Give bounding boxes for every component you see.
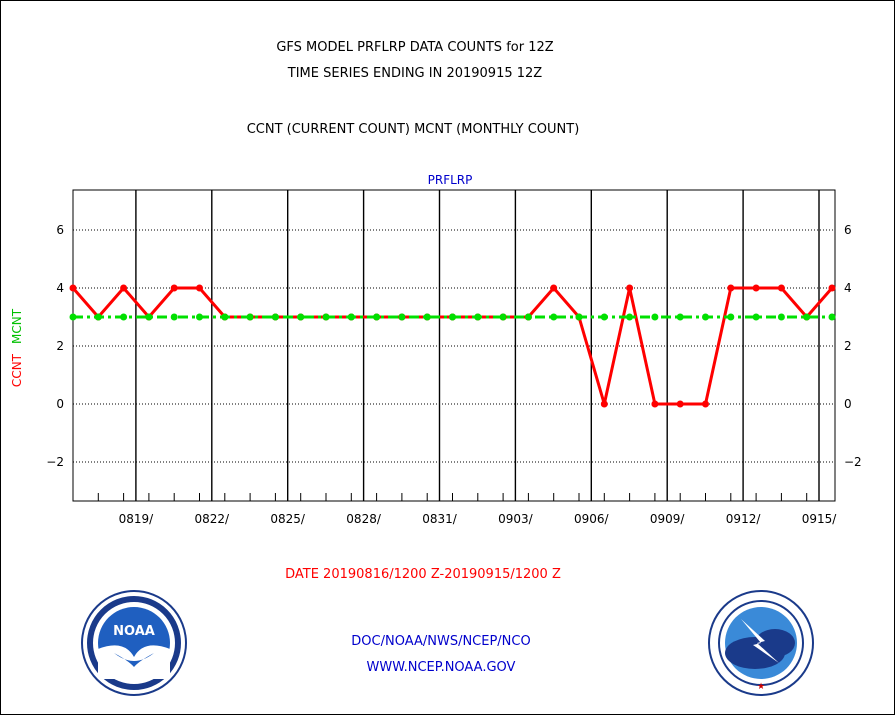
- data-point-mcnt: [777, 313, 785, 321]
- data-point-mcnt: [373, 313, 381, 321]
- data-point-mcnt: [221, 313, 229, 321]
- title-line1: GFS MODEL PRFLRP DATA COUNTS for 12Z: [276, 40, 553, 55]
- x-tick-label: 0909/: [650, 512, 686, 526]
- x-tick-label: 0828/: [346, 512, 382, 526]
- x-tick-label: 0831/: [422, 512, 458, 526]
- data-point-mcnt: [803, 313, 811, 321]
- data-point-mcnt: [449, 313, 456, 321]
- x-tick-label: 0906/: [574, 512, 610, 526]
- data-point-mcnt: [170, 313, 178, 321]
- y-tick-label-right: 2: [844, 339, 852, 353]
- x-tick-label: 0912/: [726, 512, 762, 526]
- data-point-mcnt: [524, 313, 532, 321]
- data-point-mcnt: [676, 313, 684, 321]
- data-point-mcnt: [752, 313, 760, 321]
- data-point-mcnt: [322, 313, 330, 321]
- data-point-ccnt: [69, 284, 77, 292]
- data-point-ccnt: [651, 400, 659, 408]
- date-range: DATE 20190816/1200 Z-20190915/1200 Z: [285, 567, 561, 582]
- data-point-ccnt: [727, 284, 735, 292]
- data-point-mcnt: [145, 313, 153, 321]
- y-tick-label-right: −2: [844, 455, 862, 469]
- data-point-mcnt: [702, 313, 709, 321]
- chart-title: PRFLRP: [428, 173, 473, 187]
- ylabel-group: CCNT MCNT: [10, 308, 24, 387]
- x-tick-label: 0819/: [119, 512, 155, 526]
- ylabel-mcnt: MCNT: [10, 308, 24, 344]
- data-point-mcnt: [246, 313, 254, 321]
- data-point-mcnt: [347, 313, 355, 321]
- data-point-mcnt: [600, 313, 608, 321]
- data-point-mcnt: [474, 313, 482, 321]
- nws-logo: ★: [708, 590, 814, 696]
- nws-star-icon: ★: [757, 682, 765, 692]
- data-point-mcnt: [69, 313, 77, 321]
- y-tick-label-right: 0: [844, 397, 852, 411]
- x-tick-label: 0915/: [802, 512, 838, 526]
- data-point-ccnt: [626, 284, 634, 292]
- data-point-mcnt: [196, 313, 203, 321]
- y-tick-label-right: 4: [844, 281, 852, 295]
- data-point-mcnt: [575, 313, 583, 321]
- data-point-mcnt: [120, 313, 128, 321]
- noaa-logo-text: NOAA: [113, 624, 155, 639]
- series-layer: [69, 284, 836, 408]
- org-text: DOC/NOAA/NWS/NCEP/NCO: [351, 634, 530, 649]
- data-point-mcnt: [651, 313, 659, 321]
- data-point-mcnt: [94, 313, 102, 321]
- y-tick-label-right: 6: [844, 223, 852, 237]
- data-point-mcnt: [423, 313, 431, 321]
- data-point-ccnt: [600, 400, 608, 408]
- axis-layer: −2 −2 0 0 2 2 4 4 6 6 0819/0822/0825/0828/0831/090…: [46, 223, 861, 526]
- data-point-ccnt: [752, 284, 760, 292]
- data-point-mcnt: [727, 313, 735, 321]
- y-tick-label-left: 2: [56, 339, 64, 353]
- data-point-ccnt: [702, 400, 709, 408]
- data-point-mcnt: [499, 313, 507, 321]
- y-axis-legend: CCNT MCNT: [10, 308, 24, 387]
- data-point-ccnt: [777, 284, 785, 292]
- data-point-ccnt: [196, 284, 203, 292]
- data-point-ccnt: [550, 284, 558, 292]
- y-tick-label-left: 6: [56, 223, 64, 237]
- data-point-ccnt: [676, 400, 684, 408]
- url-link[interactable]: WWW.NCEP.NOAA.GOV: [367, 660, 516, 675]
- x-tick-label: 0903/: [498, 512, 534, 526]
- data-point-mcnt: [271, 313, 279, 321]
- title-line2: TIME SERIES ENDING IN 20190915 12Z: [287, 66, 543, 81]
- y-tick-label-left: 4: [56, 281, 64, 295]
- data-point-mcnt: [550, 313, 558, 321]
- y-tick-label-left: 0: [56, 397, 64, 411]
- data-point-mcnt: [398, 313, 406, 321]
- data-point-ccnt: [170, 284, 178, 292]
- data-point-ccnt: [120, 284, 128, 292]
- y-tick-label-left: −2: [46, 455, 64, 469]
- x-tick-label: 0822/: [195, 512, 231, 526]
- subtitle: CCNT (CURRENT COUNT) MCNT (MONTHLY COUNT…: [247, 122, 580, 137]
- data-point-ccnt: [828, 284, 836, 292]
- noaa-logo: NOAA: [81, 590, 187, 696]
- data-point-mcnt: [828, 313, 836, 321]
- x-tick-label: 0825/: [270, 512, 306, 526]
- data-point-mcnt: [297, 313, 305, 321]
- data-point-mcnt: [626, 313, 634, 321]
- ylabel-ccnt: CCNT: [10, 353, 24, 387]
